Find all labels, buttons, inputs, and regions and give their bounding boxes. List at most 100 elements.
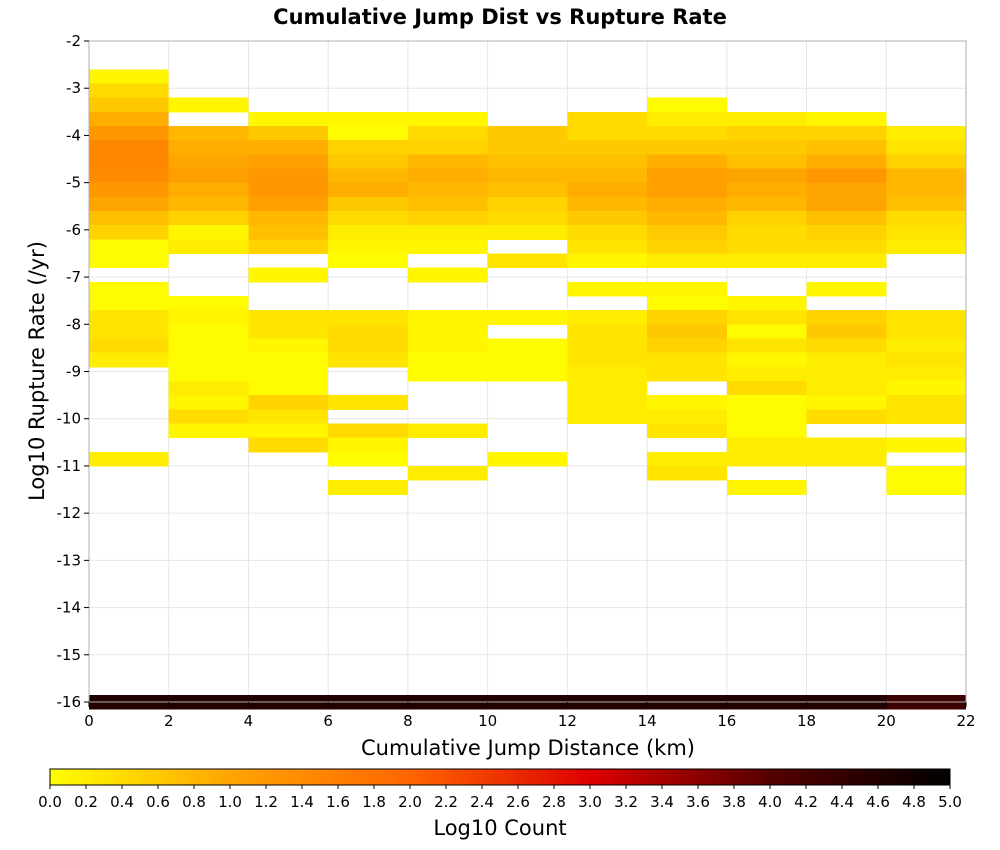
- heatmap-cell: [886, 239, 966, 254]
- heatmap-cell: [168, 310, 249, 325]
- heatmap-cell: [407, 196, 488, 212]
- heatmap-cell: [647, 465, 727, 481]
- heatmap-cell: [487, 210, 568, 226]
- heatmap-cell: [248, 324, 329, 339]
- heatmap-cell: [248, 225, 329, 240]
- heatmap-cell: [726, 380, 807, 396]
- heatmap-cell: [328, 210, 408, 226]
- x-axis-label: Cumulative Jump Distance (km): [361, 736, 695, 760]
- colorbar-label: Log10 Count: [433, 816, 566, 840]
- heatmap-cell: [487, 451, 568, 467]
- heatmap-cell: [647, 366, 727, 382]
- heatmap-cell: [886, 225, 966, 240]
- heatmap-cell: [726, 196, 807, 212]
- heatmap-cell: [407, 352, 488, 368]
- colorbar-ticks: 0.0 0.2 0.4 0.6 0.8 1.0 1.2 1.4 1.6 1.8 2.0 2.2 2.4 2…: [38, 785, 962, 811]
- heatmap-cell: [487, 182, 568, 198]
- heatmap-cell: [806, 352, 887, 368]
- colorbar-tick-label: 2.8: [542, 793, 566, 811]
- heatmap-cell: [806, 111, 887, 127]
- heatmap-cell: [89, 451, 169, 467]
- heatmap-cell: [89, 281, 169, 297]
- heatmap-cell: [726, 338, 807, 354]
- heatmap-cell: [248, 125, 329, 141]
- heatmap-cell: [567, 310, 648, 325]
- heatmap-cell: [886, 168, 966, 184]
- heatmap-cell: [407, 366, 488, 382]
- heatmap-cell: [726, 140, 807, 155]
- heatmap-cell: [806, 366, 887, 382]
- x-tick-label: 8: [403, 712, 413, 730]
- heatmap-cell: [726, 423, 807, 439]
- heatmap-cell: [407, 125, 488, 141]
- heatmap-cell: [886, 366, 966, 382]
- heatmap-cell: [89, 295, 169, 311]
- heatmap-cell: [886, 210, 966, 226]
- heatmap-cell: [726, 210, 807, 226]
- heatmap-cell: [248, 210, 329, 226]
- colorbar-tick-label: 3.2: [614, 793, 638, 811]
- heatmap-cell: [407, 168, 488, 184]
- heatmap-cell: [328, 239, 408, 254]
- colorbar-tick-label: 1.8: [362, 793, 386, 811]
- heatmap-cell: [168, 154, 249, 169]
- heatmap-cell: [407, 210, 488, 226]
- heatmap-cell: [248, 380, 329, 396]
- heatmap-cell: [886, 310, 966, 325]
- heatmap-cell: [248, 310, 329, 325]
- colorbar-tick-label: 1.2: [254, 793, 278, 811]
- heatmap-cell: [407, 225, 488, 240]
- heatmap-cell: [328, 352, 408, 368]
- x-tick-label: 0: [84, 712, 94, 730]
- heatmap-cell: [168, 182, 249, 198]
- x-tick-label: 6: [323, 712, 333, 730]
- heatmap-cell: [806, 451, 887, 467]
- colorbar-tick-label: 4.2: [794, 793, 818, 811]
- heatmap-cell: [248, 423, 329, 439]
- heatmap-cell: [89, 324, 169, 339]
- y-tick-label: -14: [57, 599, 82, 617]
- heatmap-cell: [407, 111, 488, 127]
- heatmap-cell: [328, 324, 408, 339]
- colorbar-tick-label: 4.4: [830, 793, 854, 811]
- heatmap-cell: [806, 281, 887, 297]
- heatmap-cell: [726, 395, 807, 410]
- heatmap-cell: [726, 253, 807, 269]
- heatmap-cell: [328, 437, 408, 453]
- heatmap-cell: [886, 324, 966, 339]
- heatmap-cell: [647, 125, 727, 141]
- heatmap-cell: [89, 111, 169, 127]
- heatmap-cell: [567, 125, 648, 141]
- colorbar-tick-label: 2.2: [434, 793, 458, 811]
- heatmap-cell: [407, 154, 488, 169]
- heatmap-cell: [806, 310, 887, 325]
- y-tick-label: -12: [57, 504, 82, 522]
- heatmap-cell: [806, 437, 887, 453]
- y-tick-label: -4: [66, 126, 81, 144]
- heatmap-cell: [89, 154, 169, 169]
- heatmap-cell: [647, 310, 727, 325]
- y-tick-label: -6: [66, 221, 81, 239]
- heatmap-cell: [806, 225, 887, 240]
- heatmap-cell: [89, 210, 169, 226]
- heatmap-cell: [806, 210, 887, 226]
- heatmap-cell: [328, 395, 408, 410]
- heatmap-cell: [567, 409, 648, 424]
- heatmap-cell: [248, 437, 329, 453]
- heatmap-cell: [567, 324, 648, 339]
- heatmap-cell: [886, 182, 966, 198]
- heatmap-cell: [886, 154, 966, 169]
- x-tick-label: 20: [877, 712, 896, 730]
- heatmap-cell: [567, 253, 648, 269]
- heatmap-cell: [567, 111, 648, 127]
- y-tick-label: -5: [66, 174, 81, 192]
- heatmap-cell: [168, 352, 249, 368]
- x-tick-label: 22: [956, 712, 975, 730]
- heatmap-cell: [487, 225, 568, 240]
- heatmap-cell: [487, 310, 568, 325]
- heatmap-cell: [89, 225, 169, 240]
- heatmap-cell: [168, 97, 249, 113]
- y-tick-label: -3: [66, 79, 81, 97]
- y-tick-label: -10: [57, 410, 82, 428]
- heatmap-cell: [248, 111, 329, 127]
